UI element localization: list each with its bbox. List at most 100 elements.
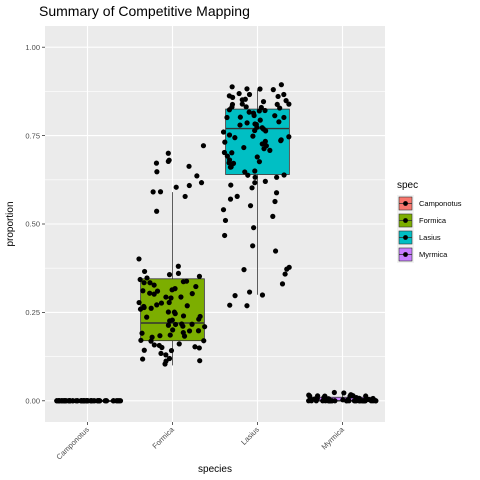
data-point [359,398,365,404]
data-point [158,350,164,357]
data-point [254,154,260,160]
data-point [226,132,233,138]
data-point [189,321,195,327]
data-point [270,87,276,93]
data-point [196,273,203,279]
data-point [138,337,144,343]
points [54,82,379,404]
y-tick-label: 0.50 [25,220,40,229]
legend-key-point [403,201,408,206]
data-point [141,280,147,286]
data-point [279,281,286,287]
data-point [229,84,235,90]
y-axis: 0.00 0.25 0.50 0.75 1.00 [25,43,45,405]
data-point [141,268,148,275]
data-point [165,309,171,315]
data-point [197,358,203,364]
data-point [137,276,143,283]
legend-label: Formica [419,216,447,225]
data-point [139,330,145,336]
data-point [222,217,229,224]
y-tick-label: 0.25 [25,308,40,317]
data-point [246,91,253,98]
data-point [243,104,249,110]
data-point [159,344,165,351]
data-point [180,279,187,285]
data-point [66,398,72,404]
data-point [245,172,251,178]
data-point [94,398,101,404]
data-point [352,398,358,404]
data-point [196,345,202,351]
data-point [274,101,280,108]
data-point [167,332,173,338]
data-point [166,272,173,278]
data-point [220,207,227,213]
data-point [148,338,154,344]
legend-key-point [403,252,408,257]
data-point [172,321,179,328]
data-point [154,302,160,308]
data-point [154,169,160,175]
chart-title: Summary of Competitive Mapping [39,3,250,19]
data-point [341,390,347,396]
data-point [151,342,157,348]
data-point [154,288,161,294]
data-point [144,275,150,281]
data-point [237,114,243,120]
data-point [171,309,178,315]
data-point [194,173,200,179]
data-point [229,150,235,156]
data-point [227,302,233,308]
data-point [373,398,379,404]
data-point [140,356,146,362]
data-point [163,294,169,300]
data-point [169,287,175,293]
data-point [244,120,250,126]
data-point [136,256,142,262]
data-point [166,157,172,163]
data-point [175,263,181,269]
data-point [273,190,280,196]
data-point [274,174,280,180]
data-point [78,398,85,404]
data-point [154,208,160,214]
data-point [239,101,245,107]
data-point [184,303,190,309]
data-point [234,193,240,199]
data-point [250,110,257,116]
data-point [178,294,184,300]
data-point [250,243,256,249]
data-point [200,143,207,149]
data-point [227,196,234,202]
data-point [157,333,163,339]
data-point [201,338,207,344]
data-point [252,174,258,180]
data-point [151,282,157,288]
data-point [180,323,186,329]
data-point [193,283,199,290]
data-point [241,267,247,273]
data-point [54,398,60,404]
data-point [284,266,290,272]
data-point [186,182,192,189]
data-point [192,344,198,350]
data-point [242,96,248,102]
data-point [181,333,188,339]
data-point [257,117,263,123]
data-point [275,93,281,100]
data-point [166,299,172,306]
data-point [111,398,117,404]
data-point [236,90,242,97]
data-point [186,328,193,334]
data-point [263,128,269,134]
data-point [149,334,155,340]
data-point [262,138,268,144]
data-point [247,203,254,209]
data-point [246,289,253,295]
data-point [272,198,278,205]
data-point [278,137,284,143]
data-point [325,398,332,404]
data-point [220,129,227,135]
